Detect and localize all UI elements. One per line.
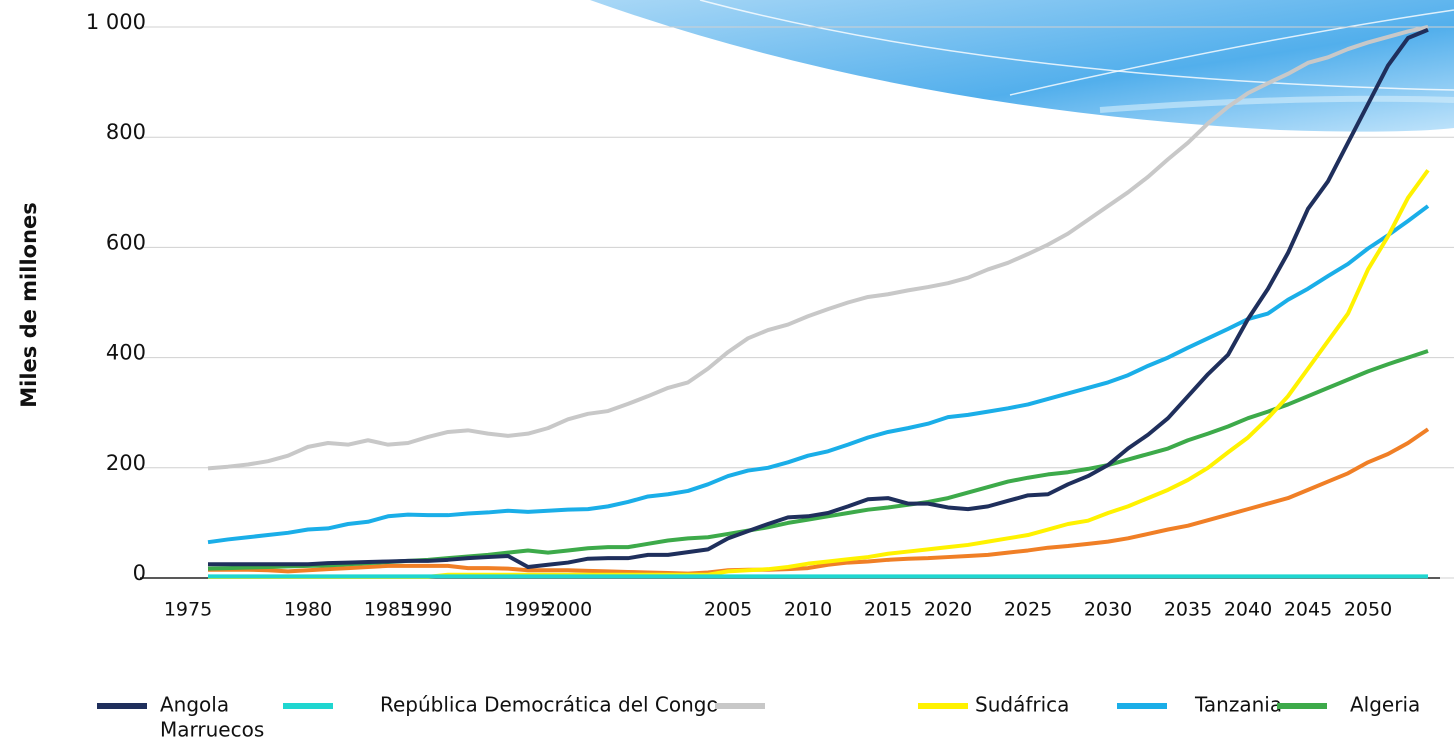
y-tick-label: 1 000 bbox=[86, 10, 146, 34]
y-axis-label: Miles de millones bbox=[17, 202, 41, 408]
legend-label: Sudáfrica bbox=[975, 693, 1069, 717]
decoration bbox=[590, 0, 1454, 132]
x-tick-label: 2005 bbox=[704, 599, 752, 621]
x-tick-label: 2020 bbox=[924, 599, 972, 621]
y-tick-label: 400 bbox=[106, 341, 146, 365]
legend-label: Angola bbox=[160, 693, 229, 717]
legend-label: Tanzania bbox=[1194, 693, 1282, 717]
series-line bbox=[207, 349, 1429, 571]
y-tick-label: 0 bbox=[133, 561, 146, 585]
x-tick-label: 1990 bbox=[404, 599, 452, 621]
legend: Angola República Democrática del Congo Sud… bbox=[97, 693, 1420, 741]
y-tick-label: 200 bbox=[106, 451, 146, 475]
legend-label: Marruecos bbox=[160, 718, 264, 741]
lines bbox=[207, 25, 1430, 579]
series-line bbox=[207, 204, 1430, 545]
y-tick-label: 800 bbox=[106, 120, 146, 144]
x-tick-label: 2010 bbox=[784, 599, 832, 621]
series-line bbox=[207, 25, 1429, 471]
x-tick-label: 2045 bbox=[1284, 599, 1332, 621]
x-tick-label: 2015 bbox=[864, 599, 912, 621]
x-tick-label: 2040 bbox=[1224, 599, 1272, 621]
legend-label: Algeria bbox=[1350, 693, 1420, 717]
x-tick-label: 2025 bbox=[1004, 599, 1052, 621]
x-tick-label: 2030 bbox=[1084, 599, 1132, 621]
x-tick-label: 1975 bbox=[164, 599, 212, 621]
series-line bbox=[208, 27, 1429, 569]
x-tick-label: 1980 bbox=[284, 599, 332, 621]
x-tick-label: 2035 bbox=[1164, 599, 1212, 621]
x-tick-label: 2000 bbox=[544, 599, 592, 621]
x-tick-label: 1985 bbox=[364, 599, 412, 621]
series-line bbox=[208, 427, 1430, 576]
legend-label: República Democrática del Congo bbox=[380, 693, 719, 717]
x-tick-label: 2050 bbox=[1344, 599, 1392, 621]
x-tick-label: 1995 bbox=[504, 599, 552, 621]
y-tick-label: 600 bbox=[106, 230, 146, 254]
